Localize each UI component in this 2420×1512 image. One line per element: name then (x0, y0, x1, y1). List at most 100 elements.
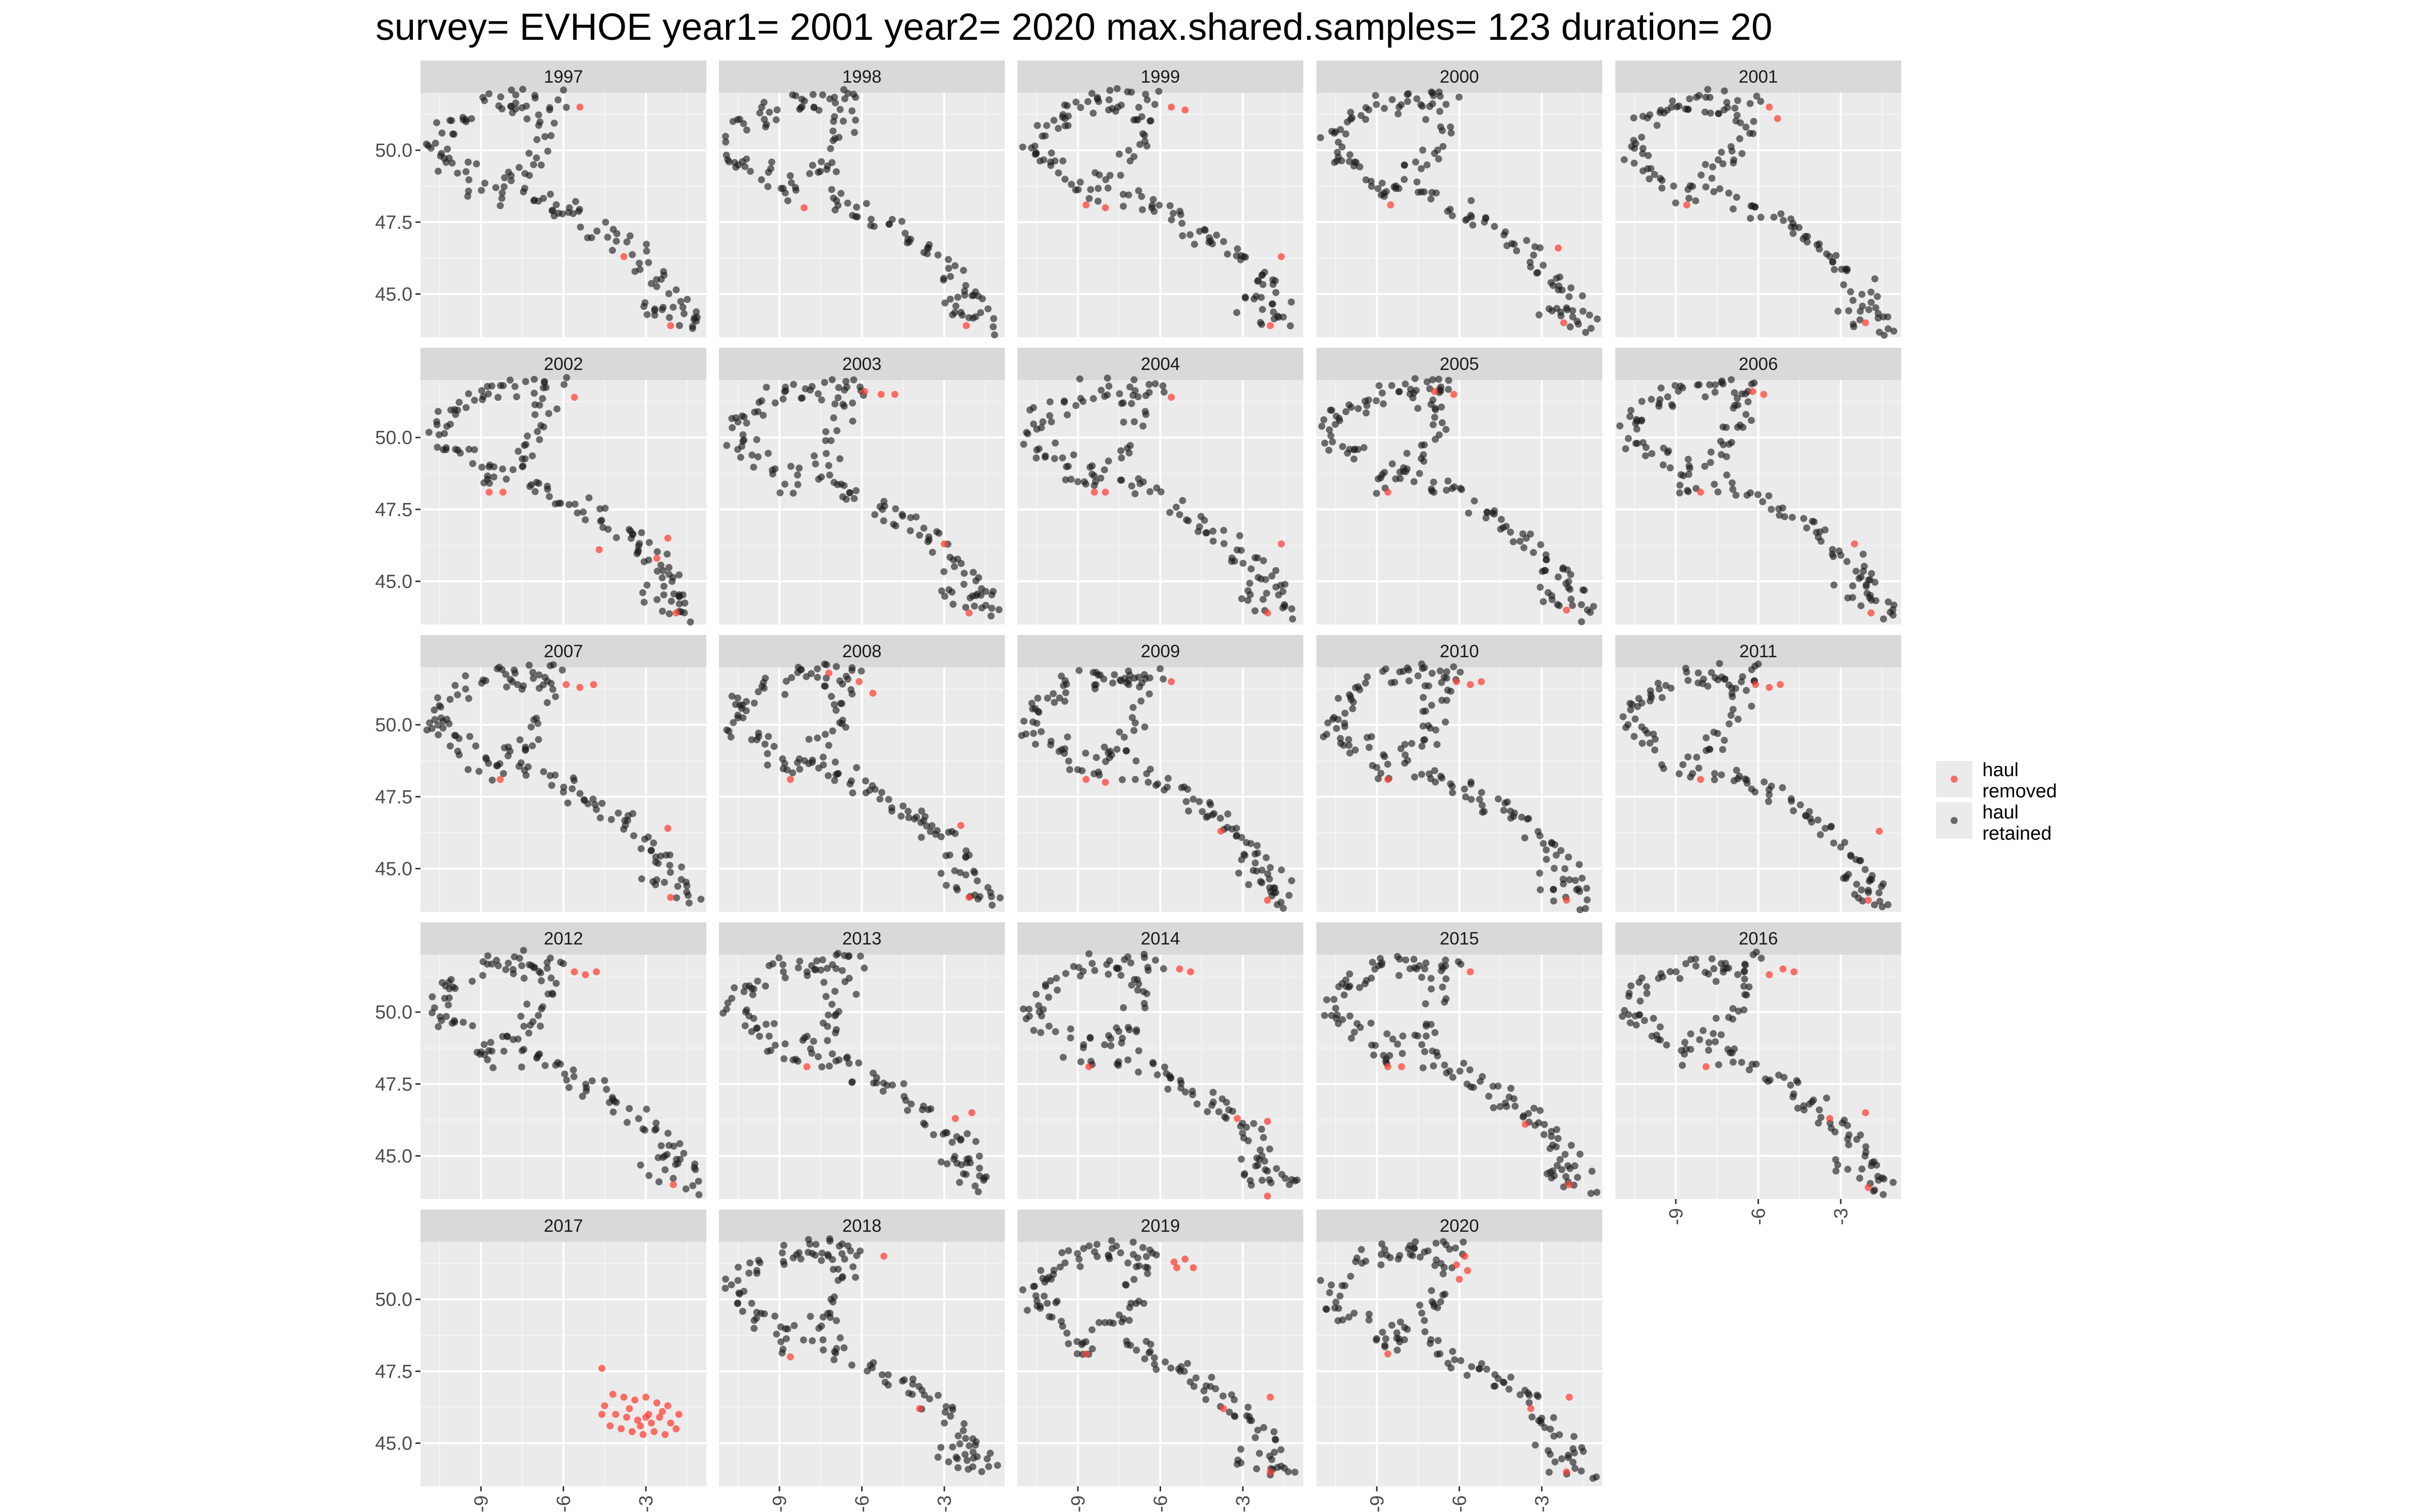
point-haul-retained (883, 1082, 891, 1089)
point-haul-removed (801, 204, 808, 212)
point-haul-retained (1728, 479, 1736, 487)
point-haul-retained (851, 495, 858, 502)
point-haul-retained (1684, 677, 1692, 684)
point-haul-retained (1438, 679, 1445, 686)
point-haul-removed (1264, 609, 1272, 617)
point-haul-retained (1141, 138, 1148, 145)
point-haul-retained (1128, 714, 1136, 721)
point-haul-retained (1829, 258, 1837, 266)
facet-strip (719, 60, 1005, 93)
point-haul-retained (499, 465, 506, 473)
point-haul-retained (1087, 1057, 1095, 1065)
point-haul-retained (523, 102, 530, 110)
point-haul-retained (1141, 723, 1148, 731)
point-haul-retained (1042, 452, 1049, 460)
point-haul-retained (1215, 1108, 1223, 1115)
point-haul-retained (1346, 749, 1354, 757)
point-haul-retained (1861, 866, 1869, 873)
point-haul-retained (1517, 537, 1524, 545)
point-haul-retained (597, 518, 604, 525)
point-haul-retained (1341, 991, 1348, 999)
point-haul-retained (1741, 975, 1748, 983)
point-haul-retained (1140, 951, 1148, 958)
point-haul-retained (437, 714, 445, 722)
point-haul-retained (822, 437, 829, 445)
facet-strip (719, 1210, 1005, 1242)
point-haul-retained (1048, 418, 1055, 425)
point-haul-retained (921, 1121, 929, 1128)
point-haul-retained (1448, 783, 1456, 790)
point-haul-retained (1258, 1152, 1266, 1160)
point-haul-retained (796, 464, 803, 472)
point-haul-retained (535, 968, 542, 975)
point-haul-retained (951, 262, 959, 270)
point-haul-removed (571, 394, 578, 401)
point-haul-retained (932, 831, 939, 838)
point-haul-retained (861, 964, 868, 972)
point-haul-retained (1027, 144, 1035, 152)
point-haul-retained (957, 1161, 965, 1169)
point-haul-retained (1736, 119, 1744, 127)
point-haul-retained (764, 450, 772, 457)
point-haul-retained (987, 612, 995, 620)
point-haul-retained (652, 853, 659, 861)
point-haul-retained (1117, 972, 1125, 979)
point-haul-retained (1350, 1309, 1358, 1317)
point-haul-retained (810, 1038, 817, 1045)
point-haul-retained (971, 602, 978, 610)
point-haul-retained (835, 134, 843, 141)
point-haul-retained (725, 727, 733, 735)
point-haul-retained (1433, 741, 1441, 748)
facet-strip-label: 1999 (1141, 67, 1180, 87)
point-haul-retained (832, 965, 840, 972)
point-haul-retained (1696, 92, 1703, 99)
point-haul-retained (1378, 389, 1386, 397)
point-haul-retained (743, 155, 750, 163)
point-haul-retained (934, 251, 942, 259)
point-haul-retained (938, 587, 945, 595)
point-haul-retained (1325, 426, 1333, 433)
point-haul-retained (1404, 664, 1411, 672)
point-haul-removed (1278, 540, 1285, 548)
point-haul-retained (539, 195, 547, 202)
point-haul-retained (1779, 504, 1787, 512)
point-haul-retained (1619, 713, 1627, 721)
point-haul-retained (794, 759, 801, 766)
point-haul-retained (1356, 686, 1363, 694)
point-haul-retained (525, 1029, 532, 1037)
point-haul-retained (1759, 498, 1767, 506)
point-haul-retained (1122, 1281, 1129, 1288)
point-haul-retained (1061, 1259, 1069, 1267)
point-haul-removed (1217, 828, 1225, 835)
point-haul-retained (948, 828, 956, 835)
point-haul-retained (1751, 788, 1759, 796)
point-haul-retained (1822, 825, 1829, 832)
point-haul-retained (584, 234, 591, 241)
point-haul-retained (1626, 1019, 1634, 1027)
point-haul-retained (1725, 1014, 1732, 1021)
point-haul-retained (615, 809, 622, 817)
point-haul-retained (1092, 685, 1099, 692)
point-haul-retained (722, 151, 730, 159)
point-haul-retained (1164, 783, 1171, 791)
point-haul-retained (755, 733, 762, 740)
point-haul-retained (1471, 497, 1478, 505)
point-haul-retained (1663, 1041, 1670, 1049)
point-haul-retained (947, 273, 954, 280)
facet-strip-label: 1998 (842, 67, 882, 87)
point-haul-retained (1115, 1311, 1123, 1319)
point-haul-retained (533, 478, 540, 486)
point-haul-retained (1344, 450, 1351, 457)
facet-strip (420, 348, 706, 380)
point-haul-retained (433, 421, 441, 428)
point-haul-retained (469, 1022, 476, 1030)
point-haul-retained (1478, 789, 1485, 796)
point-haul-retained (738, 412, 746, 420)
point-haul-retained (911, 815, 918, 823)
point-haul-retained (1780, 1074, 1788, 1081)
point-haul-retained (962, 853, 970, 861)
point-haul-retained (468, 115, 475, 122)
point-haul-retained (1114, 103, 1122, 111)
point-haul-retained (1176, 208, 1184, 215)
